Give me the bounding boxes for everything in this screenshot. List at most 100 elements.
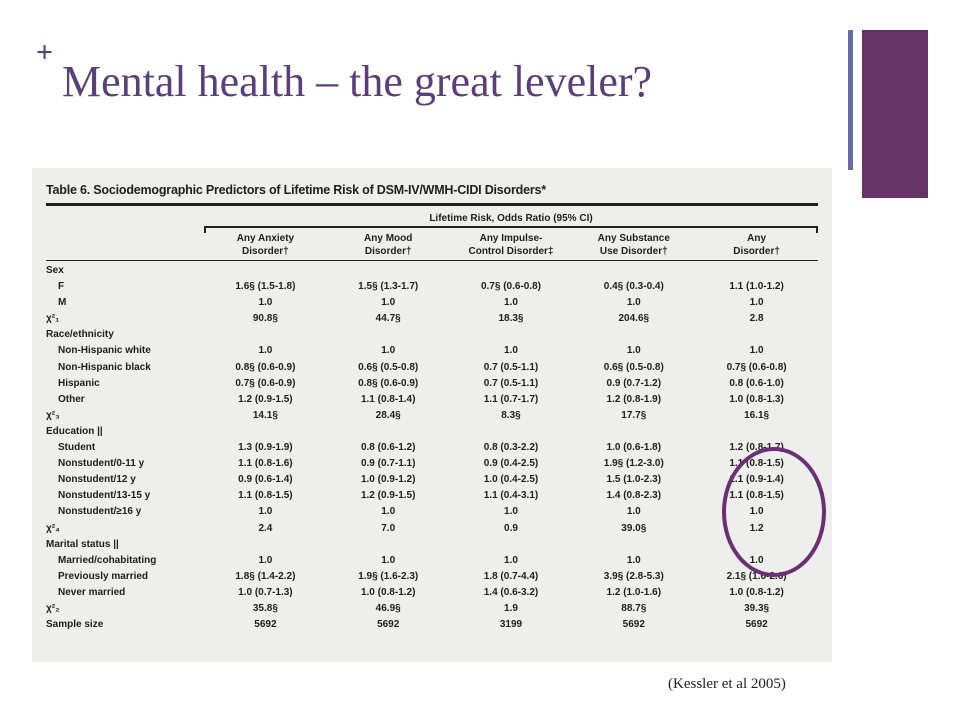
table-cell: 1.3 (0.9-1.9) bbox=[238, 442, 293, 454]
row-label: Student bbox=[58, 442, 96, 454]
table-cell: 8.3§ bbox=[501, 409, 521, 421]
table-cell: 1.8 (0.7-4.4) bbox=[483, 570, 539, 582]
table-cell: 0.8 (0.6-1.0) bbox=[729, 377, 784, 389]
table-cell: 1.0 (0.4-2.5) bbox=[483, 474, 539, 486]
table-cell bbox=[204, 537, 327, 553]
column-header: Any Substance Use Disorder† bbox=[572, 233, 695, 258]
column-header: Any Disorder† bbox=[695, 233, 818, 258]
citation: (Kessler et al 2005) bbox=[668, 676, 786, 692]
table-cell: 0.6§ (0.5-0.8) bbox=[603, 361, 664, 373]
row-label: Education || bbox=[46, 425, 103, 437]
column-header-line: Any Impulse- bbox=[479, 233, 543, 244]
table-row: χ²₃ 14.1§ 28.4§ 8.3§ 17.7§ 16.1§ bbox=[46, 408, 818, 424]
table-row: M 1.0 1.0 1.0 1.0 1.0 bbox=[46, 295, 818, 311]
table-row: χ²₁ 90.8§ 44.7§ 18.3§ 204.6§ 2.8 bbox=[46, 311, 818, 327]
column-header-line: Any Substance bbox=[597, 233, 670, 244]
table-cell bbox=[572, 537, 695, 553]
row-label: Nonstudent/≥16 y bbox=[58, 506, 142, 518]
table-row: Other 1.2 (0.9-1.5) 1.1 (0.8-1.4) 1.1 (0.7-… bbox=[46, 392, 818, 408]
table-row: Nonstudent/≥16 y 1.0 1.0 1.0 1.0 1.0 bbox=[46, 504, 818, 520]
column-header-line: Any bbox=[747, 233, 767, 244]
row-label: Sample size bbox=[46, 619, 104, 631]
row-label: χ²₁ bbox=[46, 313, 60, 325]
table-row: Non-Hispanic black 0.8§ (0.6-0.9) 0.6§ (0.… bbox=[46, 360, 818, 376]
table-cell bbox=[450, 327, 573, 343]
table-cell bbox=[327, 263, 450, 279]
row-label: M bbox=[58, 297, 67, 309]
row-label: Race/ethnicity bbox=[46, 329, 114, 341]
group-header-rule bbox=[204, 226, 818, 233]
table-cell: 5692 bbox=[377, 619, 400, 631]
table-cell: 0.8 (0.3-2.2) bbox=[483, 442, 539, 454]
table-row: Nonstudent/13-15 y 1.1 (0.8-1.5) 1.2 (0.9-… bbox=[46, 488, 818, 504]
table-cell: 1.1 (0.8-1.6) bbox=[238, 458, 293, 470]
row-label: Nonstudent/0-11 y bbox=[58, 458, 145, 470]
table-cell: 16.1§ bbox=[744, 409, 770, 421]
table-row: χ²₂ 35.8§ 46.9§ 1.9 88.7§ 39.3§ bbox=[46, 601, 818, 617]
table-cell: 1.0 bbox=[381, 506, 396, 518]
table-cell: 1.4 (0.8-2.3) bbox=[606, 490, 662, 502]
column-header-line: Disorder† bbox=[242, 245, 289, 257]
table-cell: 1.8§ (1.4-2.2) bbox=[235, 570, 296, 582]
column-header: Any Mood Disorder† bbox=[327, 233, 450, 258]
table-cell: 17.7§ bbox=[621, 409, 647, 421]
row-label: Hispanic bbox=[58, 377, 100, 389]
table-cell: 1.0 bbox=[504, 554, 518, 566]
table-cell: 7.0 bbox=[381, 522, 396, 534]
table-cell: 1.9 bbox=[504, 602, 518, 614]
table-cell: 1.0 bbox=[626, 506, 641, 518]
table-row: Sex bbox=[46, 263, 818, 279]
row-label: Marital status || bbox=[46, 538, 119, 550]
column-header: Any Anxiety Disorder† bbox=[204, 233, 327, 258]
table-row: Education || bbox=[46, 424, 818, 440]
table-cell: 88.7§ bbox=[621, 602, 647, 614]
table-cell bbox=[572, 263, 695, 279]
table-row: Hispanic 0.7§ (0.6-0.9) 0.8§ (0.6-0.9) 0.7 … bbox=[46, 376, 818, 392]
table-cell: 28.4§ bbox=[375, 409, 401, 421]
table-cell: 0.7§ (0.6-0.8) bbox=[726, 361, 787, 373]
table-cell bbox=[204, 424, 327, 440]
row-label: Previously married bbox=[58, 570, 149, 582]
row-label: Non-Hispanic black bbox=[58, 361, 151, 373]
table-cell: 1.0 bbox=[626, 297, 641, 309]
table-cell: 204.6§ bbox=[618, 313, 650, 325]
table-cell: 1.0 (0.6-1.8) bbox=[606, 442, 662, 454]
table-row: Nonstudent/0-11 y 1.1 (0.8-1.6) 0.9 (0.7-1… bbox=[46, 456, 818, 472]
decor-accent-line bbox=[848, 30, 853, 170]
table-row: Student 1.3 (0.9-1.9) 0.8 (0.6-1.2) 0.8 (0.… bbox=[46, 440, 818, 456]
table-row: Race/ethnicity bbox=[46, 327, 818, 343]
table-cell: 0.6§ (0.5-0.8) bbox=[358, 361, 419, 373]
table-cell bbox=[572, 424, 695, 440]
table-cell: 3.9§ (2.8-5.3) bbox=[603, 570, 664, 582]
plus-bullet: + bbox=[36, 36, 54, 69]
table-cell: 1.0 bbox=[504, 506, 518, 518]
table-caption: Table 6. Sociodemographic Predictors of … bbox=[46, 180, 818, 206]
column-header-line: Any Mood bbox=[364, 233, 413, 244]
table-cell: 2.8 bbox=[749, 313, 764, 325]
table-cell: 0.9 (0.7-1.1) bbox=[360, 458, 416, 470]
table-cell: 0.7 (0.5-1.1) bbox=[483, 377, 539, 389]
table-cell: 1.0 bbox=[626, 345, 641, 357]
row-label: Never married bbox=[58, 586, 126, 598]
table-cell: 0.8 (0.6-1.2) bbox=[360, 442, 416, 454]
table-cell: 0.7§ (0.6-0.9) bbox=[235, 377, 296, 389]
table-cell bbox=[450, 263, 573, 279]
group-header: Lifetime Risk, Odds Ratio (95% CI) bbox=[429, 213, 593, 224]
table-cell bbox=[327, 424, 450, 440]
table-cell bbox=[327, 537, 450, 553]
table-cell bbox=[695, 424, 818, 440]
table-cell bbox=[572, 327, 695, 343]
row-label: Nonstudent/12 y bbox=[58, 474, 136, 486]
row-label: Married/cohabitating bbox=[58, 554, 157, 566]
table-cell: 1.0 (0.9-1.2) bbox=[360, 474, 416, 486]
table-cell: 1.5§ (1.3-1.7) bbox=[358, 281, 419, 293]
table-cell: 1.1 (1.0-1.2) bbox=[729, 281, 784, 293]
slide-title: Mental health – the great leveler? bbox=[62, 57, 653, 106]
table-cell: 0.8§ (0.6-0.9) bbox=[235, 361, 296, 373]
row-label: χ²₃ bbox=[46, 409, 60, 421]
table-cell: 0.7 (0.5-1.1) bbox=[483, 361, 539, 373]
table-figure: Table 6. Sociodemographic Predictors of … bbox=[32, 168, 832, 662]
table-cell: 1.2 (0.9-1.5) bbox=[238, 393, 293, 405]
table-cell: 1.0 bbox=[504, 297, 518, 309]
table-cell: 1.0 (0.7-1.3) bbox=[238, 586, 293, 598]
